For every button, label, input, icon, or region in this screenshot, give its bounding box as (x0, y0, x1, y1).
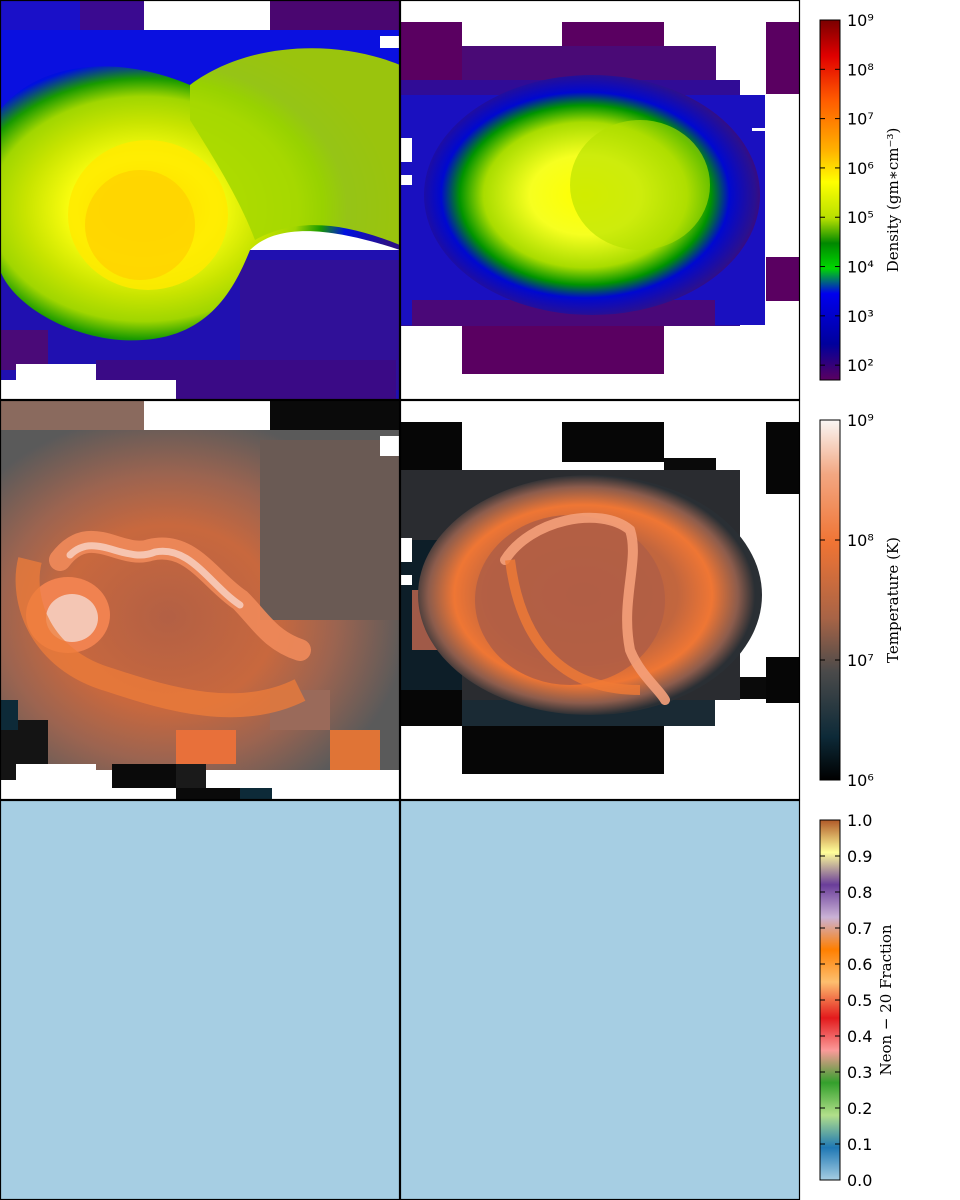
density-panel-left (0, 0, 400, 400)
neon-colorbar-ticks: 1.0 0.9 0.8 0.7 0.6 0.5 0.4 0.3 0.2 0.1 0.0 (820, 811, 872, 1190)
neon-panel-left (0, 800, 400, 1200)
colorbar-tick-label: 0.4 (847, 1027, 872, 1046)
temperature-colorbar-ticks: 10⁹ 10⁸ 10⁷ 10⁶ (820, 411, 874, 790)
colorbar-tick-label: 0.7 (847, 919, 872, 938)
temperature-colorbar-label: Temperature (K) (884, 537, 902, 663)
colorbar-tick-label: 10⁵ (847, 208, 874, 227)
colorbar-tick-label: 10² (847, 356, 874, 375)
colorbar-tick-label: 1.0 (847, 811, 872, 830)
colorbar-tick-label: 10³ (847, 307, 874, 326)
colorbar-tick-label: 0.2 (847, 1099, 872, 1118)
neon-colorbar-label: Neon − 20 Fraction (877, 924, 895, 1075)
colorbar-tick-label: 10⁷ (847, 651, 874, 670)
colorbar-tick-label: 0.6 (847, 955, 872, 974)
colorbar-tick-label: 0.8 (847, 883, 872, 902)
colorbar-tick-label: 10⁹ (847, 11, 874, 30)
colorbar-tick-label: 10⁷ (847, 110, 874, 129)
temperature-panel-right (400, 400, 800, 800)
colorbar-tick-label: 10⁹ (847, 411, 874, 430)
temperature-colorbar: 10⁹ 10⁸ 10⁷ 10⁶ Temperature (K) (819, 411, 902, 790)
neon-panel-right (400, 800, 800, 1200)
colorbar-tick-label: 0.9 (847, 847, 872, 866)
colorbar-tick-label: 10⁴ (847, 258, 874, 277)
colorbar-tick-label: 0.5 (847, 991, 872, 1010)
colorbar-tick-label: 10⁸ (847, 60, 874, 79)
temperature-colorbar-bar (819, 419, 841, 781)
density-colorbar-bar (819, 19, 841, 381)
colorbar-tick-label: 0.3 (847, 1063, 872, 1082)
colorbar-tick-label: 0.1 (847, 1135, 872, 1154)
density-colorbar: 10⁹ 10⁸ 10⁷ 10⁶ 10⁵ 10⁴ 10³ 10² Density (gm∗cm⁻… (819, 11, 902, 381)
colorbar-tick-label: 0.0 (847, 1171, 872, 1190)
neon-colorbar: 1.0 0.9 0.8 0.7 0.6 0.5 0.4 0.3 0.2 0.1 0.0 Neon −… (819, 811, 895, 1190)
colorbar-tick-label: 10⁸ (847, 531, 874, 550)
colorbar-tick-label: 10⁶ (847, 771, 874, 790)
colorbar-tick-label: 10⁶ (847, 159, 874, 178)
temperature-panel-left (0, 400, 400, 800)
density-panel-right (400, 0, 800, 400)
density-colorbar-ticks: 10⁹ 10⁸ 10⁷ 10⁶ 10⁵ 10⁴ 10³ 10² (820, 11, 874, 375)
density-colorbar-label: Density (gm∗cm⁻³) (884, 128, 902, 273)
